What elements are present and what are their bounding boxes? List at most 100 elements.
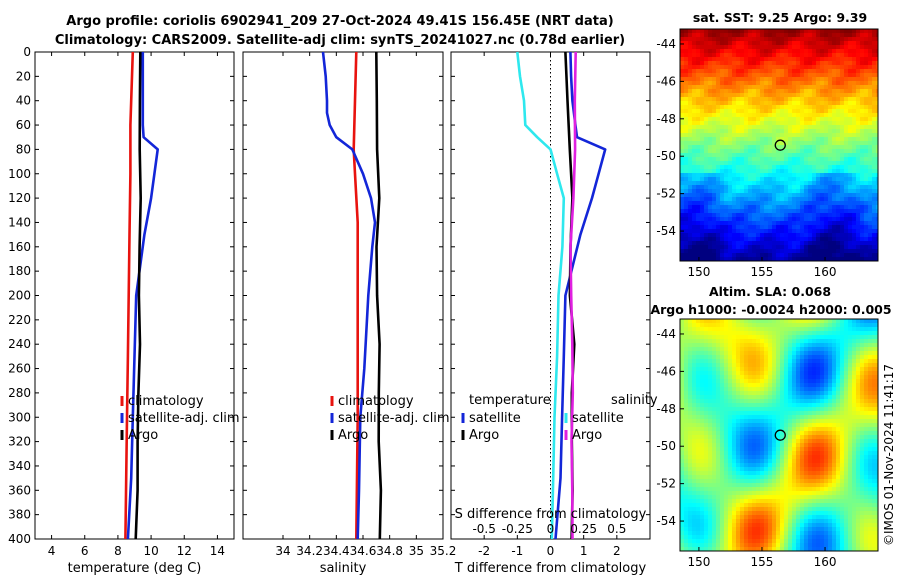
y-tick-label: 220 bbox=[8, 313, 31, 327]
sst-map-title: sat. SST: 9.25 Argo: 9.39 bbox=[692, 10, 868, 25]
legend-header: temperature bbox=[469, 393, 551, 408]
y-tick-label: 0 bbox=[23, 45, 31, 59]
lat-tick-label: -54 bbox=[656, 514, 676, 528]
lon-tick-label: 155 bbox=[751, 265, 774, 279]
chart-title: Argo profile: coriolis 6902941_209 27-Oc… bbox=[66, 14, 614, 29]
top-axis-label: S difference from climatology bbox=[455, 507, 647, 522]
x-tick-label: 35 bbox=[409, 544, 424, 558]
y-tick-label: 60 bbox=[16, 118, 31, 132]
chart-subtitle: Climatology: CARS2009. Satellite-adj cli… bbox=[54, 33, 626, 48]
y-tick-label: 320 bbox=[8, 435, 31, 449]
y-tick-label: 360 bbox=[8, 483, 31, 497]
x-tick-label: 6 bbox=[81, 544, 89, 558]
x-tick-label: 4 bbox=[48, 544, 56, 558]
x-tick-label: 35.2 bbox=[430, 544, 457, 558]
y-tick-label: 240 bbox=[8, 337, 31, 351]
x-tick-label: 34.2 bbox=[296, 544, 323, 558]
x-axis-label: T difference from climatology bbox=[454, 561, 647, 576]
legend-label: satellite bbox=[572, 411, 624, 426]
y-tick-label: 180 bbox=[8, 264, 31, 278]
lat-tick-label: -50 bbox=[656, 439, 676, 453]
sla-map-frame bbox=[679, 318, 879, 552]
y-tick-label: 160 bbox=[8, 240, 31, 254]
series-argo bbox=[375, 51, 383, 540]
lon-tick-label: 150 bbox=[687, 555, 710, 569]
series-s-argo bbox=[569, 51, 577, 540]
y-tick-label: 260 bbox=[8, 362, 31, 376]
y-tick-label: 380 bbox=[8, 508, 31, 522]
x-axis-label: salinity bbox=[320, 561, 367, 576]
top-tick-label: -0.5 bbox=[472, 522, 495, 536]
lon-tick-label: 160 bbox=[814, 265, 837, 279]
legend-label: satellite-adj. clim bbox=[338, 411, 450, 426]
y-tick-label: 200 bbox=[8, 289, 31, 303]
x-tick-label: 2 bbox=[613, 544, 621, 558]
lon-tick-label: 155 bbox=[751, 555, 774, 569]
legend-label: Argo bbox=[338, 428, 368, 443]
lat-tick-label: -48 bbox=[656, 112, 676, 126]
y-tick-label: 300 bbox=[8, 410, 31, 424]
y-tick-label: 80 bbox=[16, 142, 31, 156]
sla-map-subtitle: Argo h1000: -0.0024 h2000: 0.005 bbox=[650, 302, 892, 317]
lat-tick-label: -44 bbox=[656, 327, 676, 341]
y-tick-label: 100 bbox=[8, 167, 31, 181]
x-tick-label: 34.6 bbox=[350, 544, 377, 558]
top-tick-label: 0.25 bbox=[570, 522, 597, 536]
x-tick-label: 0 bbox=[547, 544, 555, 558]
x-tick-label: 34.8 bbox=[376, 544, 403, 558]
lat-tick-label: -54 bbox=[656, 224, 676, 238]
sla-map-image bbox=[680, 319, 878, 551]
x-tick-label: 8 bbox=[114, 544, 122, 558]
panel-frame-salinity bbox=[242, 51, 444, 540]
sla-map-title: Altim. SLA: 0.068 bbox=[708, 284, 832, 299]
lat-tick-label: -46 bbox=[656, 74, 676, 88]
top-tick-label: 0 bbox=[547, 522, 555, 536]
y-tick-label: 280 bbox=[8, 386, 31, 400]
x-tick-label: 10 bbox=[143, 544, 158, 558]
x-tick-label: -2 bbox=[478, 544, 490, 558]
y-tick-label: 20 bbox=[16, 69, 31, 83]
lon-tick-label: 160 bbox=[814, 555, 837, 569]
x-axis-label: temperature (deg C) bbox=[68, 561, 202, 576]
legend-label: Argo bbox=[572, 428, 602, 443]
x-tick-label: 34.4 bbox=[323, 544, 350, 558]
series-climatology bbox=[124, 51, 135, 540]
x-tick-label: -1 bbox=[511, 544, 523, 558]
series-satellite-adj-clim bbox=[126, 52, 159, 540]
series-satellite-adj-clim bbox=[321, 51, 377, 540]
legend-label: Argo bbox=[128, 428, 158, 443]
y-tick-label: 340 bbox=[8, 459, 31, 473]
series-climatology bbox=[352, 51, 359, 540]
float-position-marker bbox=[774, 429, 786, 441]
series-t-satellite bbox=[554, 51, 607, 540]
series-argo bbox=[134, 51, 142, 540]
lat-tick-label: -52 bbox=[656, 187, 676, 201]
legend-label: climatology bbox=[338, 394, 414, 409]
legend-label: satellite bbox=[469, 411, 521, 426]
x-tick-label: 12 bbox=[177, 544, 192, 558]
legend-label: satellite-adj. clim bbox=[128, 411, 240, 426]
top-tick-label: -0.25 bbox=[502, 522, 533, 536]
legend-label: climatology bbox=[128, 394, 204, 409]
panel-frame-temperature bbox=[34, 51, 235, 540]
y-tick-label: 400 bbox=[8, 532, 31, 546]
lat-tick-label: -48 bbox=[656, 402, 676, 416]
float-position-marker bbox=[774, 139, 786, 151]
x-tick-label: 1 bbox=[580, 544, 588, 558]
lat-tick-label: -44 bbox=[656, 37, 676, 51]
sst-map-image bbox=[680, 29, 878, 261]
y-tick-label: 120 bbox=[8, 191, 31, 205]
sst-map-frame bbox=[679, 28, 879, 262]
y-tick-label: 140 bbox=[8, 215, 31, 229]
y-tick-label: 40 bbox=[16, 94, 31, 108]
lat-tick-label: -52 bbox=[656, 477, 676, 491]
lat-tick-label: -46 bbox=[656, 364, 676, 378]
legend-header: salinity bbox=[611, 393, 658, 408]
series-s-satellite bbox=[516, 51, 566, 540]
top-tick-label: 0.5 bbox=[607, 522, 626, 536]
x-tick-label: 34 bbox=[275, 544, 290, 558]
lon-tick-label: 150 bbox=[687, 265, 710, 279]
x-tick-label: 14 bbox=[210, 544, 225, 558]
legend-label: Argo bbox=[469, 428, 499, 443]
